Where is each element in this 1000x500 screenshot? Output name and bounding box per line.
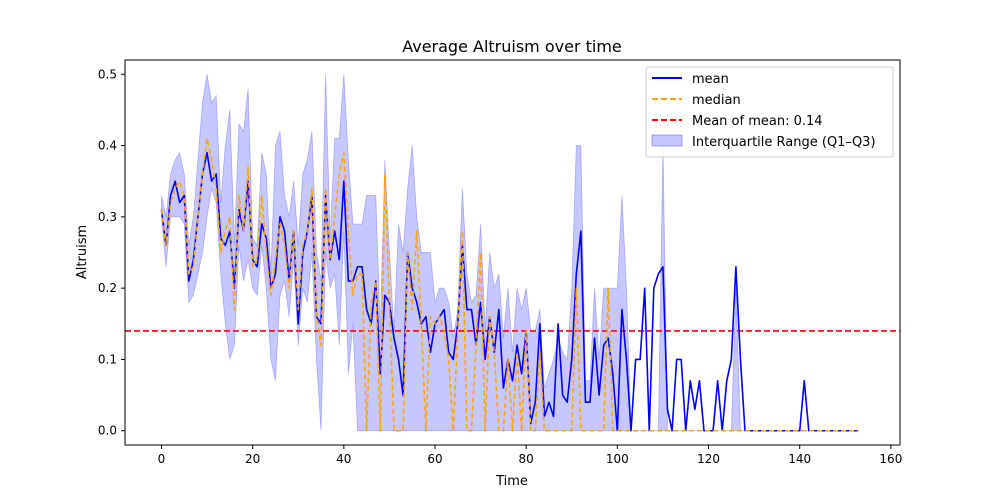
- legend-label-reference-line: Mean of mean: 0.14: [692, 114, 823, 129]
- y-tick-label: 0.5: [98, 67, 117, 81]
- series-line-median: [160, 137, 859, 432]
- legend-label-median: median: [692, 93, 741, 108]
- chart-title: Average Altruism over time: [402, 37, 622, 56]
- legend-box: [645, 66, 894, 158]
- x-tick-label: 40: [336, 452, 351, 466]
- x-axis: 0 20 40 60 80 100 120 140 160: [158, 445, 902, 466]
- x-tick-label: 80: [519, 452, 534, 466]
- x-tick-label: 0: [158, 452, 166, 466]
- legend-label-mean: mean: [692, 72, 729, 87]
- legend: mean median Mean of mean: 0.14 Interquar…: [645, 66, 894, 158]
- x-tick-label: 140: [788, 452, 811, 466]
- x-tick-label: 160: [879, 452, 902, 466]
- x-tick-label: 100: [606, 452, 629, 466]
- y-axis-label: Altruism: [75, 225, 90, 279]
- y-axis: 0.0 0.1 0.2 0.3 0.4 0.5: [98, 67, 125, 438]
- y-tick-label: 0.4: [98, 139, 117, 153]
- x-tick-label: 20: [245, 452, 260, 466]
- y-tick-label: 0.3: [98, 210, 117, 224]
- y-tick-label: 0.1: [98, 352, 117, 366]
- plot-area: [125, 74, 900, 432]
- legend-swatch-iqr-band: [651, 134, 683, 147]
- y-tick-label: 0.0: [98, 424, 117, 438]
- x-tick-label: 120: [697, 452, 720, 466]
- axes-frame: [124, 59, 901, 446]
- x-axis-label: Time: [495, 474, 528, 489]
- legend-label-iqr-band: Interquartile Range (Q1–Q3): [692, 135, 876, 150]
- x-tick-label: 60: [427, 452, 442, 466]
- y-tick-label: 0.2: [98, 281, 117, 295]
